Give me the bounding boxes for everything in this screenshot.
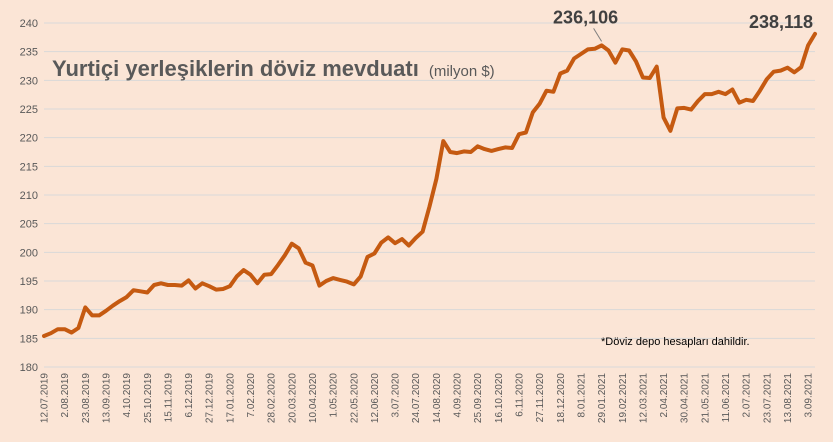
y-tick-label: 200 [20,247,38,259]
x-tick-label: 10.04.2020 [308,373,319,423]
y-tick-label: 195 [20,276,38,288]
y-tick-label: 220 [20,133,38,145]
x-tick-label: 6.11.2020 [514,373,525,417]
x-tick-label: 30.04.2021 [680,373,691,423]
peak-leader-line [593,28,603,42]
x-tick-label: 22.05.2020 [349,373,360,423]
x-tick-label: 3.07.2020 [391,373,402,418]
x-tick-label: 23.08.2019 [81,373,92,423]
y-tick-label: 215 [20,161,38,173]
x-tick-label: 11.06.2021 [721,373,732,423]
x-tick-label: 8.01.2021 [576,373,587,418]
y-tick-label: 235 [20,47,38,59]
x-tick-label: 27.12.2019 [205,373,216,423]
chart-title-main: Yurtiçi yerleşiklerin döviz mevduatı [52,56,419,81]
series-line [42,31,817,338]
x-tick-label: 3.09.2021 [804,373,815,418]
x-tick-label: 4.09.2020 [453,373,464,418]
x-tick-label: 12.07.2019 [40,373,51,423]
y-tick-label: 210 [20,190,38,202]
y-tick-label: 225 [20,104,38,116]
x-tick-label: 14.08.2020 [432,373,443,423]
x-tick-label: 7.02.2020 [246,373,257,418]
x-tick-label: 1.05.2020 [329,373,340,418]
x-tick-label: 2.04.2021 [659,373,670,418]
x-axis-ticks: 12.07.2019 2.08.2019 23.08.2019 13.09.2019 4… [40,373,815,423]
chart-title: Yurtiçi yerleşiklerin döviz mevduatı (mi… [52,56,495,81]
x-tick-label: 4.10.2019 [122,373,133,418]
x-tick-label: 23.07.2021 [762,373,773,423]
x-tick-label: 18.12.2020 [556,373,567,423]
peak-annotation: 236,106 [553,7,618,27]
y-axis-ticks: 180 185 190 195 200 205 210 215 220 225 230 235 240 [20,18,38,374]
last-value-annotation: 238,118 [749,12,813,32]
x-tick-label: 24.07.2020 [411,373,422,423]
x-tick-label: 28.02.2020 [267,373,278,423]
y-tick-label: 185 [20,333,38,345]
y-tick-label: 180 [20,362,38,374]
y-tick-label: 190 [20,305,38,317]
x-tick-label: 2.08.2019 [60,373,71,418]
x-tick-label: 19.02.2021 [618,373,629,423]
x-tick-label: 17.01.2020 [225,373,236,423]
x-tick-label: 25.10.2019 [143,373,154,423]
x-tick-label: 27.11.2020 [535,373,546,423]
footnote: *Döviz depo hesapları dahildir. [601,336,750,348]
x-tick-label: 25.09.2020 [473,373,484,423]
x-tick-label: 21.05.2021 [700,373,711,423]
y-tick-label: 205 [20,219,38,231]
chart-title-unit: (milyon $) [429,63,495,80]
x-tick-label: 16.10.2020 [494,373,505,423]
y-tick-label: 240 [20,18,38,30]
x-tick-label: 13.08.2021 [783,373,794,423]
x-tick-label: 13.09.2019 [101,373,112,423]
x-tick-label: 6.12.2019 [184,373,195,418]
x-tick-label: 2.07.2021 [742,373,753,418]
y-tick-label: 230 [20,75,38,87]
x-tick-label: 12.03.2021 [638,373,649,423]
x-tick-label: 29.01.2021 [597,373,608,423]
x-tick-label: 20.03.2020 [287,373,298,423]
x-tick-label: 12.06.2020 [370,373,381,423]
x-tick-label: 15.11.2019 [163,373,174,423]
